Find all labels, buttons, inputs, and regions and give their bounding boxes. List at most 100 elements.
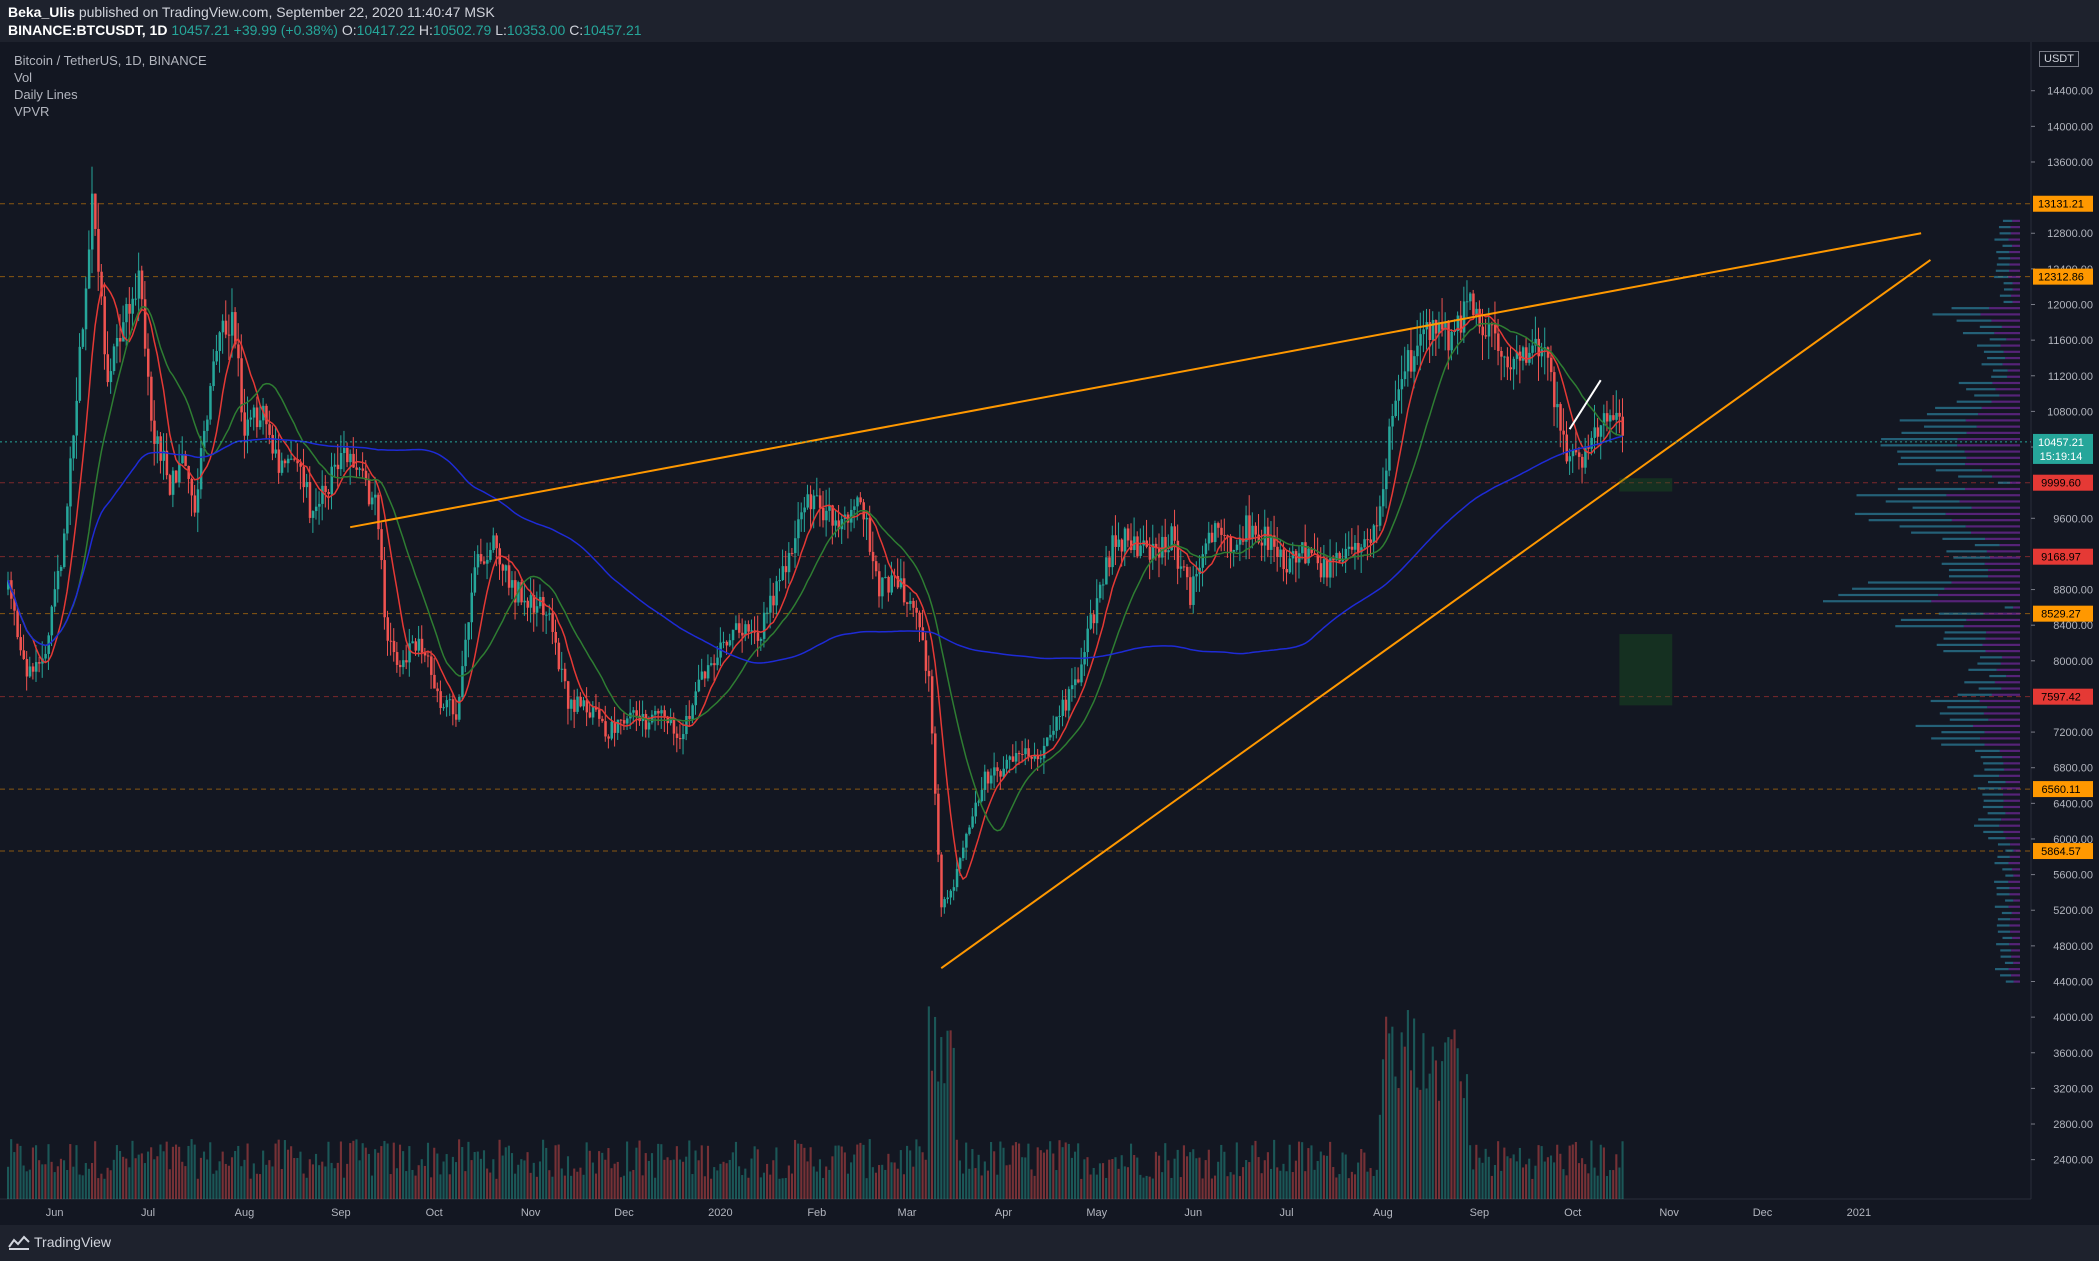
symbol-label[interactable]: BINANCE:BTCUSDT, 1D [8, 22, 168, 38]
time-tick-label: Feb [807, 1207, 826, 1219]
candle-body [650, 714, 654, 723]
volume-bar [34, 1145, 38, 1199]
candle-body [921, 627, 925, 641]
chart-area[interactable]: 14400.0014000.0013600.0012800.0012400.00… [0, 42, 2099, 1225]
vpvr-bar-down [2011, 949, 2020, 952]
candle-body [87, 249, 91, 289]
candle-body [1045, 737, 1049, 746]
candle-body [7, 580, 10, 590]
footer-brand[interactable]: TradingView [34, 1234, 112, 1250]
candle-body [1357, 542, 1360, 553]
volume-bar [243, 1159, 246, 1199]
vpvr-bar-down [2001, 787, 2020, 790]
candle-body [759, 638, 763, 641]
candle-body [470, 592, 474, 623]
vpvr-bar-down [1964, 450, 2020, 453]
price-tick-label: 4400.00 [2053, 976, 2093, 988]
author-name[interactable]: Beka_Ulis [8, 4, 75, 20]
candle-body [865, 517, 869, 520]
candle-body [915, 607, 918, 613]
volume-bar [433, 1147, 436, 1199]
volume-bar [1322, 1155, 1325, 1199]
vpvr-bar-up [1943, 650, 1986, 653]
candle-body [706, 665, 710, 679]
volume-bar [1335, 1177, 1338, 1199]
candle-body [545, 614, 548, 616]
volume-bar [647, 1160, 650, 1199]
volume-bar [716, 1170, 719, 1199]
last-price-tag [2033, 433, 2093, 464]
candle-body [812, 495, 816, 510]
candle-body [171, 470, 175, 495]
candle-body [1322, 559, 1326, 578]
volume-bar [563, 1175, 566, 1199]
volume-bar [1341, 1152, 1344, 1199]
volume-bar [470, 1160, 473, 1199]
legend-vpvr[interactable]: VPVR [14, 104, 50, 119]
volume-bar [504, 1147, 507, 1199]
legend-title[interactable]: Bitcoin / TetherUS, 1D, BINANCE [14, 53, 207, 68]
vpvr-bar-up [1996, 943, 2010, 946]
volume-bar [962, 1173, 965, 1199]
volume-bar [902, 1174, 906, 1199]
candle-body [221, 320, 225, 333]
vpvr-bar-up [1973, 774, 2000, 777]
candle-body [296, 459, 299, 464]
vpvr-bar-up [1942, 537, 1986, 540]
vpvr-bar-up [1989, 338, 2007, 341]
volume-bar [212, 1173, 215, 1199]
candle-body [190, 478, 194, 496]
volume-bar [616, 1161, 619, 1199]
volume-bar [738, 1166, 741, 1199]
candle-body [1167, 550, 1170, 553]
vpvr-bar-up [1977, 787, 2002, 790]
vpvr-bar-down [2003, 762, 2020, 765]
volume-bar [1549, 1155, 1553, 1199]
volume-bar [336, 1162, 339, 1199]
volume-bar [1478, 1157, 1481, 1199]
legend-vol[interactable]: Vol [14, 70, 33, 85]
volume-bar [1301, 1142, 1304, 1199]
volume-bar [899, 1150, 902, 1199]
volume-bar [94, 1141, 97, 1199]
candle-body [909, 600, 912, 604]
volume-bar [10, 1139, 13, 1199]
candle-body [1123, 528, 1127, 552]
legend-daily-lines[interactable]: Daily Lines [14, 87, 78, 102]
candle-body [417, 638, 421, 651]
trendline-resistance [350, 232, 1922, 529]
volume-bar [1434, 1060, 1437, 1199]
volume-bar [333, 1168, 336, 1199]
candle-body [59, 567, 63, 571]
candle-body [271, 434, 274, 454]
vpvr-bar-down [2012, 936, 2020, 940]
chart-svg[interactable]: 14400.0014000.0013600.0012800.0012400.00… [0, 42, 2099, 1225]
vpvr-bar-up [1939, 712, 1984, 715]
volume-bar [1531, 1178, 1534, 1199]
volume-bar [1101, 1163, 1105, 1199]
volume-bar [1447, 1037, 1450, 1199]
volume-bar [355, 1139, 358, 1199]
volume-bar [809, 1147, 812, 1199]
volume-bar [150, 1147, 153, 1199]
candle-body [868, 517, 872, 552]
candle-body [734, 623, 738, 630]
currency-label[interactable]: USDT [2039, 51, 2079, 67]
vpvr-bar-up [1941, 743, 1985, 746]
volume-bar [822, 1177, 825, 1199]
volume-bar [846, 1173, 850, 1199]
volume-bar [700, 1145, 703, 1199]
vpvr-bar-up [1822, 600, 1932, 603]
volume-bar [747, 1177, 750, 1199]
volume-bar [682, 1161, 685, 1199]
candle-body [654, 710, 657, 715]
vpvr-bar-up [1998, 257, 2011, 260]
volume-bar [196, 1178, 199, 1199]
candle-body [822, 507, 825, 521]
candle-body [579, 696, 582, 707]
candle-body [402, 660, 405, 668]
candle-body [495, 535, 498, 549]
volume-bar [927, 1006, 930, 1199]
time-tick-label: Apr [995, 1207, 1012, 1219]
candle-body [1030, 756, 1033, 759]
